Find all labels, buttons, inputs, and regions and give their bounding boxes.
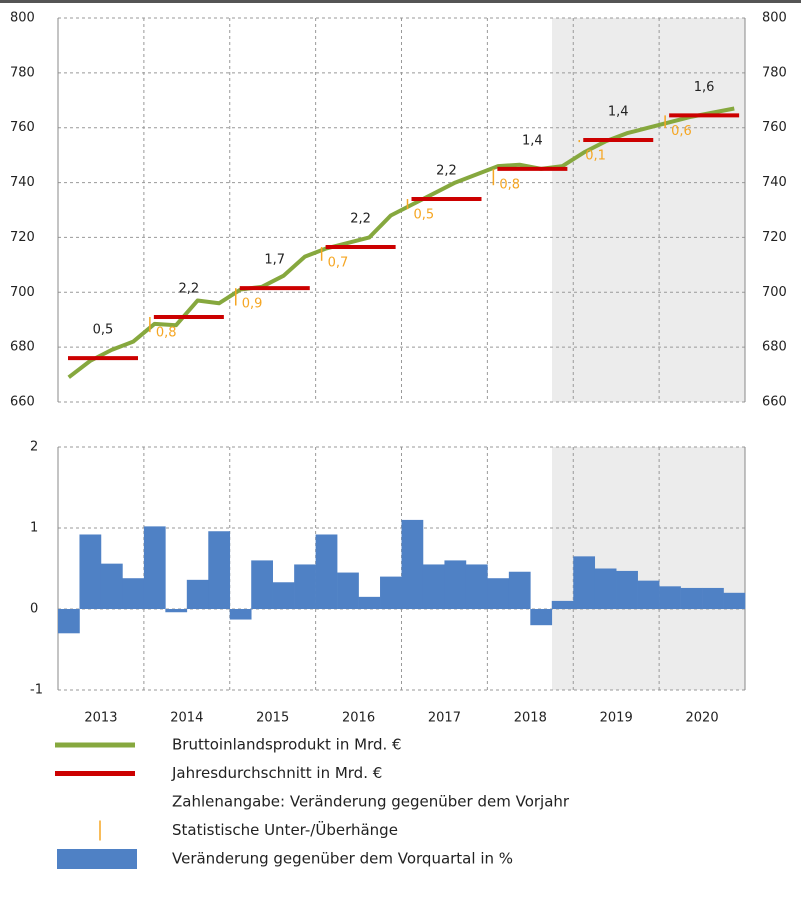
bar [530,609,553,626]
y-tick-label: 660 [10,395,35,410]
bar [616,570,638,609]
legend-label: Jahresdurchschnitt in Mrd. € [171,764,382,782]
annual-change-label: 2,2 [436,164,457,179]
overhang-label: 0,8 [499,177,520,192]
y2-tick-label: 700 [762,285,787,300]
x-tick-label: 2018 [514,711,547,726]
bar [315,534,338,609]
x-tick-label: 2017 [428,711,461,726]
bar [680,587,703,609]
overhang-label: 0,9 [242,297,263,312]
overhang-label: 0,7 [328,256,349,271]
bar [594,568,617,609]
annual-change-label: 1,6 [694,80,715,95]
bar [143,526,166,609]
annual-change-label: 0,5 [93,323,114,338]
bar [337,572,359,609]
legend-label: Zahlenangabe: Veränderung gegenüber dem … [172,793,570,811]
y-tick-label: 800 [10,11,35,26]
annual-change-label: 1,4 [608,105,629,120]
y-tick-label: 740 [10,175,35,190]
y2-tick-label: 720 [762,230,787,245]
y-tick-label: -1 [30,683,43,698]
bar [58,609,80,634]
y-tick-label: 720 [10,230,35,245]
bar [294,564,316,609]
bar [573,556,596,609]
annual-change-label: 1,7 [264,253,285,268]
y2-tick-label: 780 [762,65,787,80]
annual-change-label: 1,4 [522,133,543,148]
legend-swatch [57,849,137,869]
annual-change-label: 2,2 [179,281,200,296]
bar [165,609,188,613]
y2-tick-label: 660 [762,395,787,410]
bar [422,564,445,609]
legend-label: Veränderung gegenüber dem Vorquartal in … [172,850,513,868]
y2-tick-label: 760 [762,120,787,135]
y-tick-label: 780 [10,65,35,80]
x-tick-label: 2015 [256,711,289,726]
bar [272,582,295,609]
overhang-label: 0,1 [585,149,606,164]
x-tick-label: 2016 [342,711,375,726]
bar [186,579,209,609]
y2-tick-label: 800 [762,11,787,26]
overhang-label: 0,6 [671,124,692,139]
legend-label: Bruttoinlandsprodukt in Mrd. € [172,736,402,754]
bar [702,587,724,609]
bar [401,519,424,609]
bar [100,563,123,609]
forecast-shade [552,18,745,402]
bar [122,578,145,609]
bar [380,576,402,609]
x-tick-label: 2013 [84,711,117,726]
bar [659,586,681,609]
y-tick-label: 0 [30,602,38,617]
bar [251,560,273,609]
bar [79,534,102,609]
annual-change-label: 2,2 [350,212,371,227]
y-tick-label: 680 [10,340,35,355]
overhang-label: 0,5 [414,208,435,223]
gdp-line [67,106,735,379]
x-tick-label: 2019 [600,711,633,726]
bar [487,578,510,609]
y2-tick-label: 680 [762,340,787,355]
bar [444,560,467,609]
bar [508,571,531,609]
y-tick-label: 700 [10,285,35,300]
x-tick-label: 2020 [686,711,719,726]
bar [465,564,488,609]
overhang-label: 0,8 [156,325,177,340]
bar [637,580,660,609]
bar [723,592,746,609]
bar [208,531,231,609]
bar [358,596,381,609]
x-tick-label: 2014 [170,711,203,726]
y-tick-label: 760 [10,120,35,135]
y-tick-label: 2 [30,440,38,455]
y-tick-label: 1 [30,521,38,536]
bar [551,600,574,609]
bar [229,609,252,620]
legend-label: Statistische Unter-/Überhänge [172,820,398,839]
y2-tick-label: 740 [762,175,787,190]
